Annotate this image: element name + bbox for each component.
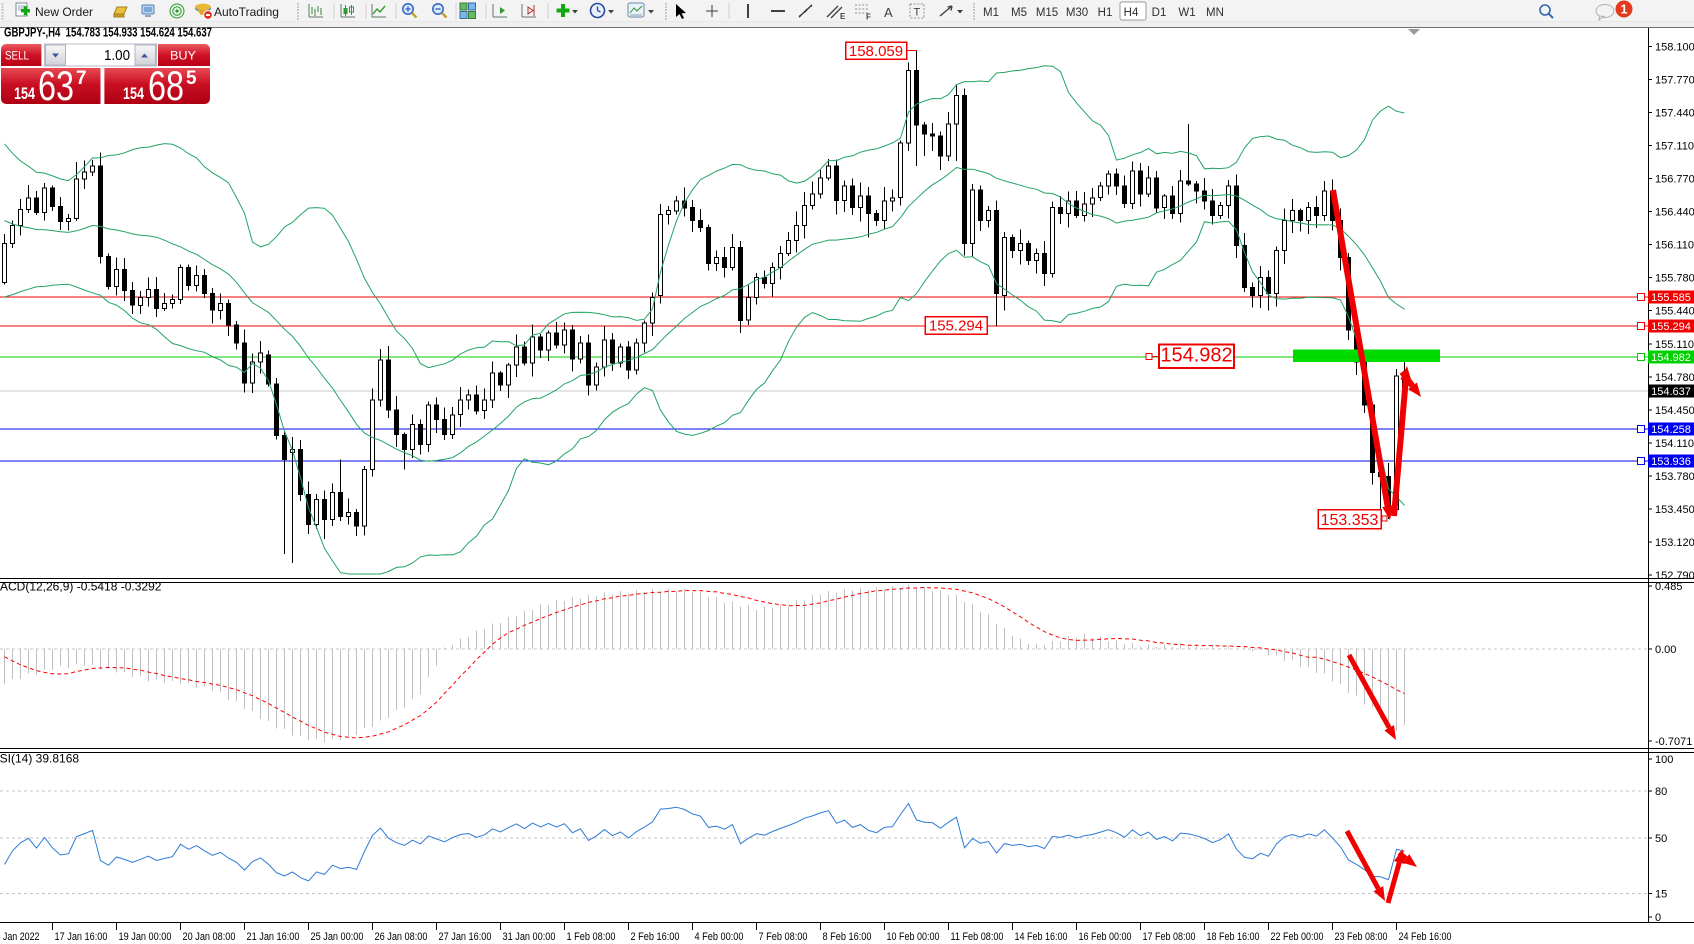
svg-text:T: T: [914, 7, 921, 19]
svg-text:M15: M15: [1036, 7, 1058, 19]
svg-text:154: 154: [123, 84, 144, 103]
svg-text:16 Feb 00:00: 16 Feb 00:00: [1079, 931, 1132, 943]
svg-text:23 Feb 08:00: 23 Feb 08:00: [1335, 931, 1388, 943]
svg-text:158.100: 158.100: [1655, 42, 1694, 54]
svg-text:0.00: 0.00: [1655, 644, 1676, 656]
svg-text:8 Feb 16:00: 8 Feb 16:00: [823, 931, 872, 943]
svg-text:154.982: 154.982: [1651, 352, 1691, 364]
svg-text:20 Jan 08:00: 20 Jan 08:00: [183, 931, 236, 943]
svg-text:153.353: 153.353: [1321, 512, 1379, 529]
svg-text:100: 100: [1655, 754, 1673, 766]
svg-text:7: 7: [76, 68, 87, 89]
svg-text:4 Feb 00:00: 4 Feb 00:00: [695, 931, 744, 943]
svg-text:M1: M1: [983, 7, 999, 19]
svg-text:63: 63: [38, 62, 74, 109]
svg-text:155.294: 155.294: [929, 318, 983, 335]
svg-text:15: 15: [1655, 889, 1667, 901]
svg-text:GBPJPY-,H4 154.783 154.933 15: GBPJPY-,H4 154.783 154.933 154.624 154.6…: [4, 26, 212, 40]
svg-text:155.294: 155.294: [1651, 321, 1691, 333]
svg-text:156.110: 156.110: [1655, 240, 1694, 252]
svg-text:W1: W1: [1178, 7, 1195, 19]
svg-text:155.440: 155.440: [1655, 306, 1694, 318]
svg-text:H4: H4: [1124, 7, 1139, 19]
svg-text:1: 1: [1621, 3, 1628, 17]
svg-text:D1: D1: [1152, 7, 1167, 19]
svg-text:10 Feb 00:00: 10 Feb 00:00: [887, 931, 940, 943]
svg-text:A: A: [884, 5, 893, 20]
svg-text:19 Jan 00:00: 19 Jan 00:00: [119, 931, 172, 943]
svg-text:14 Feb 16:00: 14 Feb 16:00: [1015, 931, 1068, 943]
svg-text:2 Feb 16:00: 2 Feb 16:00: [631, 931, 680, 943]
svg-text:18 Feb 16:00: 18 Feb 16:00: [1207, 931, 1260, 943]
svg-text:80: 80: [1655, 786, 1667, 798]
svg-text:68: 68: [148, 62, 184, 109]
svg-text:156.440: 156.440: [1655, 207, 1694, 219]
svg-text:27 Jan 16:00: 27 Jan 16:00: [439, 931, 492, 943]
svg-text:154.982: 154.982: [1160, 345, 1232, 367]
svg-text:1.00: 1.00: [104, 47, 130, 64]
svg-text:5: 5: [186, 68, 197, 89]
svg-text:MN: MN: [1206, 7, 1224, 19]
svg-text:BUY: BUY: [170, 49, 196, 63]
svg-text:24 Feb 16:00: 24 Feb 16:00: [1399, 931, 1452, 943]
svg-text:155.585: 155.585: [1651, 292, 1691, 304]
svg-text:M5: M5: [1011, 7, 1027, 19]
svg-text:154.637: 154.637: [1651, 386, 1691, 398]
svg-text:AutoTrading: AutoTrading: [214, 5, 279, 19]
svg-text:21 Jan 16:00: 21 Jan 16:00: [247, 931, 300, 943]
svg-text:157.440: 157.440: [1655, 108, 1694, 120]
svg-text:17 Feb 08:00: 17 Feb 08:00: [1143, 931, 1196, 943]
svg-text:1 Feb 08:00: 1 Feb 08:00: [567, 931, 616, 943]
svg-text:154.258: 154.258: [1651, 424, 1691, 436]
svg-text:50: 50: [1655, 833, 1667, 845]
svg-text:New Order: New Order: [35, 5, 93, 19]
svg-text:7 Feb 08:00: 7 Feb 08:00: [759, 931, 808, 943]
svg-text:155.110: 155.110: [1655, 339, 1694, 351]
svg-text:31 Jan 00:00: 31 Jan 00:00: [503, 931, 556, 943]
svg-text:11 Feb 08:00: 11 Feb 08:00: [951, 931, 1004, 943]
svg-text:153.450: 153.450: [1655, 504, 1694, 516]
svg-text:H1: H1: [1098, 7, 1113, 19]
svg-text:0.485: 0.485: [1655, 581, 1683, 593]
svg-text:26 Jan 08:00: 26 Jan 08:00: [375, 931, 428, 943]
svg-text:F: F: [866, 13, 871, 22]
svg-text:14 Jan 2022: 14 Jan 2022: [0, 931, 40, 943]
svg-text:157.110: 157.110: [1655, 141, 1694, 153]
svg-text:153.936: 153.936: [1651, 456, 1691, 468]
svg-text:154.780: 154.780: [1655, 372, 1694, 384]
svg-text:152.790: 152.790: [1655, 570, 1694, 582]
svg-text:155.780: 155.780: [1655, 273, 1694, 285]
svg-text:154.110: 154.110: [1655, 438, 1694, 450]
svg-text:25 Jan 00:00: 25 Jan 00:00: [311, 931, 364, 943]
svg-text:154.450: 154.450: [1655, 405, 1694, 417]
svg-text:0: 0: [1655, 912, 1661, 924]
svg-text:157.770: 157.770: [1655, 75, 1694, 87]
svg-text:153.120: 153.120: [1655, 537, 1694, 549]
svg-text:E: E: [840, 12, 846, 21]
svg-text:RSI(14) 39.8168: RSI(14) 39.8168: [0, 752, 79, 766]
svg-text:154: 154: [14, 84, 35, 103]
svg-text:-0.7071: -0.7071: [1655, 736, 1692, 748]
svg-text:17 Jan 16:00: 17 Jan 16:00: [55, 931, 108, 943]
svg-text:MACD(12,26,9) -0.5418 -0.3292: MACD(12,26,9) -0.5418 -0.3292: [0, 580, 162, 594]
svg-text:156.770: 156.770: [1655, 174, 1694, 186]
svg-text:M30: M30: [1066, 7, 1088, 19]
svg-text:22 Feb 00:00: 22 Feb 00:00: [1271, 931, 1324, 943]
svg-text:158.059: 158.059: [849, 43, 903, 60]
svg-text:SELL: SELL: [5, 49, 29, 63]
svg-text:153.780: 153.780: [1655, 471, 1694, 483]
